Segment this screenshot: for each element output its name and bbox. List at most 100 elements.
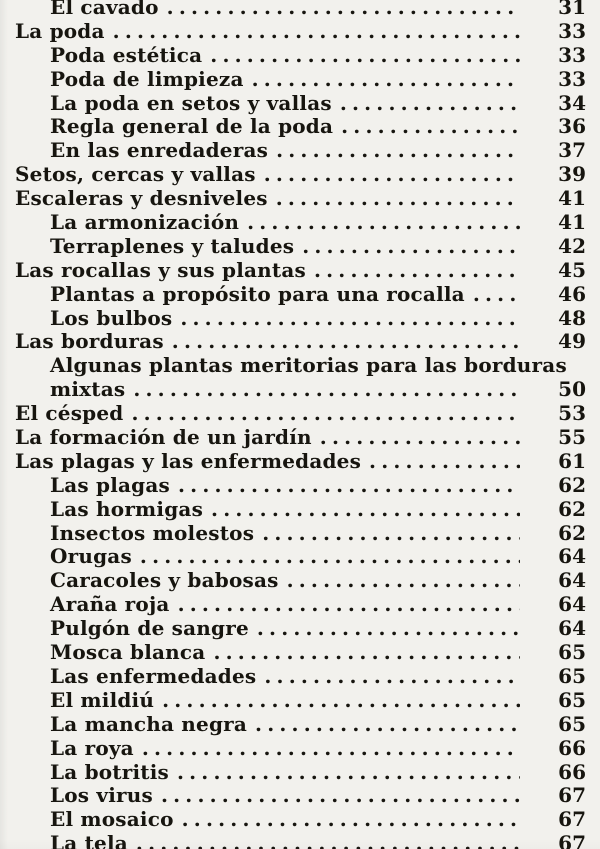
- dot-leader: [180, 307, 520, 331]
- toc-page-number: 41: [558, 210, 586, 235]
- dot-leader: [341, 115, 520, 139]
- toc-row: Las hormigas 62: [15, 496, 586, 522]
- toc-page-number: 64: [558, 592, 586, 617]
- toc-row: Terraplenes y taludes 42: [15, 233, 586, 259]
- toc-row: Insectos molestos 62: [15, 520, 586, 546]
- toc-row: En las enredaderas 37: [15, 138, 586, 163]
- toc-page-number: 37: [558, 138, 586, 163]
- dot-leader: [113, 20, 520, 44]
- dot-leader: [136, 832, 520, 849]
- toc-page-number: 62: [558, 472, 586, 497]
- dot-leader: [287, 569, 520, 593]
- toc-entry-title: Los bulbos: [50, 305, 173, 330]
- dot-leader: [262, 522, 520, 546]
- toc-entry-title: Mosca blanca: [50, 640, 206, 665]
- toc-entry-title: Caracoles y babosas: [50, 568, 279, 593]
- toc-row: Las plagas 62: [15, 472, 586, 498]
- dot-leader: [182, 808, 520, 832]
- toc-entry-title: En las enredaderas: [50, 138, 269, 163]
- toc-entry-title: Poda estética: [50, 42, 203, 67]
- toc-row: Las plagas y las enfermedades 61: [15, 448, 586, 474]
- toc-entry-title: La botritis: [50, 759, 169, 784]
- toc-row: La mancha negra 65: [15, 711, 586, 737]
- toc-page-number: 41: [558, 186, 586, 211]
- toc-entry-title: La roya: [50, 735, 134, 760]
- toc-page-number: 31: [558, 0, 586, 19]
- toc-page-number: 65: [558, 640, 586, 665]
- toc-entry-title: Poda de limpieza: [50, 66, 244, 91]
- toc-row: mixtas 50: [15, 377, 586, 402]
- toc-row: La formación de un jardín 55: [15, 425, 586, 450]
- dot-leader: [252, 68, 520, 92]
- toc-entry-title: La tela: [50, 831, 128, 849]
- toc-entry-title: El mildiú: [50, 687, 155, 712]
- toc-entry-title: La poda en setos y vallas: [50, 90, 332, 115]
- dot-leader: [162, 689, 520, 713]
- toc-row: Setos, cercas y vallas 39: [15, 162, 586, 187]
- toc-page-number: 50: [558, 377, 586, 402]
- toc-entry-title: Insectos molestos: [50, 520, 255, 545]
- toc-page-number: 33: [558, 18, 586, 43]
- toc-entry-title: La formación de un jardín: [15, 425, 312, 450]
- toc-entry-title: Regla general de la poda: [50, 114, 334, 139]
- toc-row: Escaleras y desniveles 41: [15, 186, 586, 211]
- toc-page-number: 66: [558, 759, 586, 784]
- toc-entry-title: La poda: [15, 18, 105, 43]
- dot-leader: [140, 545, 520, 569]
- toc-row: Las borduras 49: [15, 330, 586, 354]
- toc-entry-title: La mancha negra: [50, 711, 248, 736]
- toc-entry-title: Algunas plantas meritorias para las bord…: [50, 353, 567, 378]
- toc-page-number: 49: [558, 329, 586, 354]
- dot-leader: [473, 283, 520, 307]
- toc-row: La poda en setos y vallas 34: [15, 90, 586, 116]
- toc-row: Los bulbos 48: [15, 305, 586, 331]
- toc-entry-title: Escaleras y desniveles: [15, 186, 268, 211]
- dot-leader: [177, 761, 520, 785]
- toc-page-number: 62: [558, 496, 586, 521]
- toc-row: Orugas 64: [15, 545, 586, 569]
- toc-row: El césped 53: [15, 401, 586, 426]
- toc-entry-title: Setos, cercas y vallas: [15, 162, 256, 187]
- dot-leader: [369, 450, 520, 474]
- toc-row: La roya 66: [15, 735, 586, 761]
- toc-page-number: 65: [558, 687, 586, 712]
- toc-entry-title: Araña roja: [50, 592, 170, 617]
- dot-leader: [213, 641, 520, 665]
- toc-entry-title: El cavado: [50, 0, 159, 19]
- dot-leader: [131, 402, 520, 426]
- toc-entry-title: La armonización: [50, 210, 240, 235]
- dot-leader: [142, 737, 520, 761]
- toc-page-number: 65: [558, 711, 586, 736]
- dot-leader: [178, 593, 520, 617]
- toc-entry-title: Las enfermedades: [50, 663, 257, 688]
- dot-leader: [276, 139, 520, 163]
- toc-row: Los virus 67: [15, 783, 586, 808]
- toc-row: Araña roja 64: [15, 592, 586, 617]
- toc-page-number: 64: [558, 568, 586, 593]
- dot-leader: [161, 784, 520, 808]
- toc-entry-title: Las rocallas y sus plantas: [15, 257, 306, 282]
- dot-leader: [133, 378, 520, 402]
- toc-entry-title: Las plagas: [50, 472, 170, 497]
- toc-entry-title: El mosaico: [50, 807, 174, 832]
- dot-leader: [167, 0, 520, 20]
- toc-row: Las rocallas y sus plantas 45: [15, 257, 586, 283]
- toc-row: El cavado 31: [15, 0, 586, 20]
- dot-leader: [257, 617, 520, 641]
- toc-row: El mosaico 67: [15, 807, 586, 832]
- toc-page-number: 46: [558, 281, 586, 306]
- toc-page-number: 36: [558, 114, 586, 139]
- toc-row: Las enfermedades 65: [15, 663, 586, 689]
- toc-entry-title: Pulgón de sangre: [50, 616, 249, 641]
- toc-page-number: 64: [558, 544, 586, 569]
- toc-row: Pulgón de sangre 64: [15, 616, 586, 641]
- toc-row: La botritis 66: [15, 759, 586, 785]
- toc-page-number: 67: [558, 783, 586, 808]
- toc-page-number: 42: [558, 233, 586, 258]
- dot-leader: [276, 187, 520, 211]
- toc-entry-title: El césped: [15, 401, 124, 426]
- toc-page-number: 61: [558, 448, 586, 473]
- toc-row: Algunas plantas meritorias para las bord…: [15, 353, 586, 378]
